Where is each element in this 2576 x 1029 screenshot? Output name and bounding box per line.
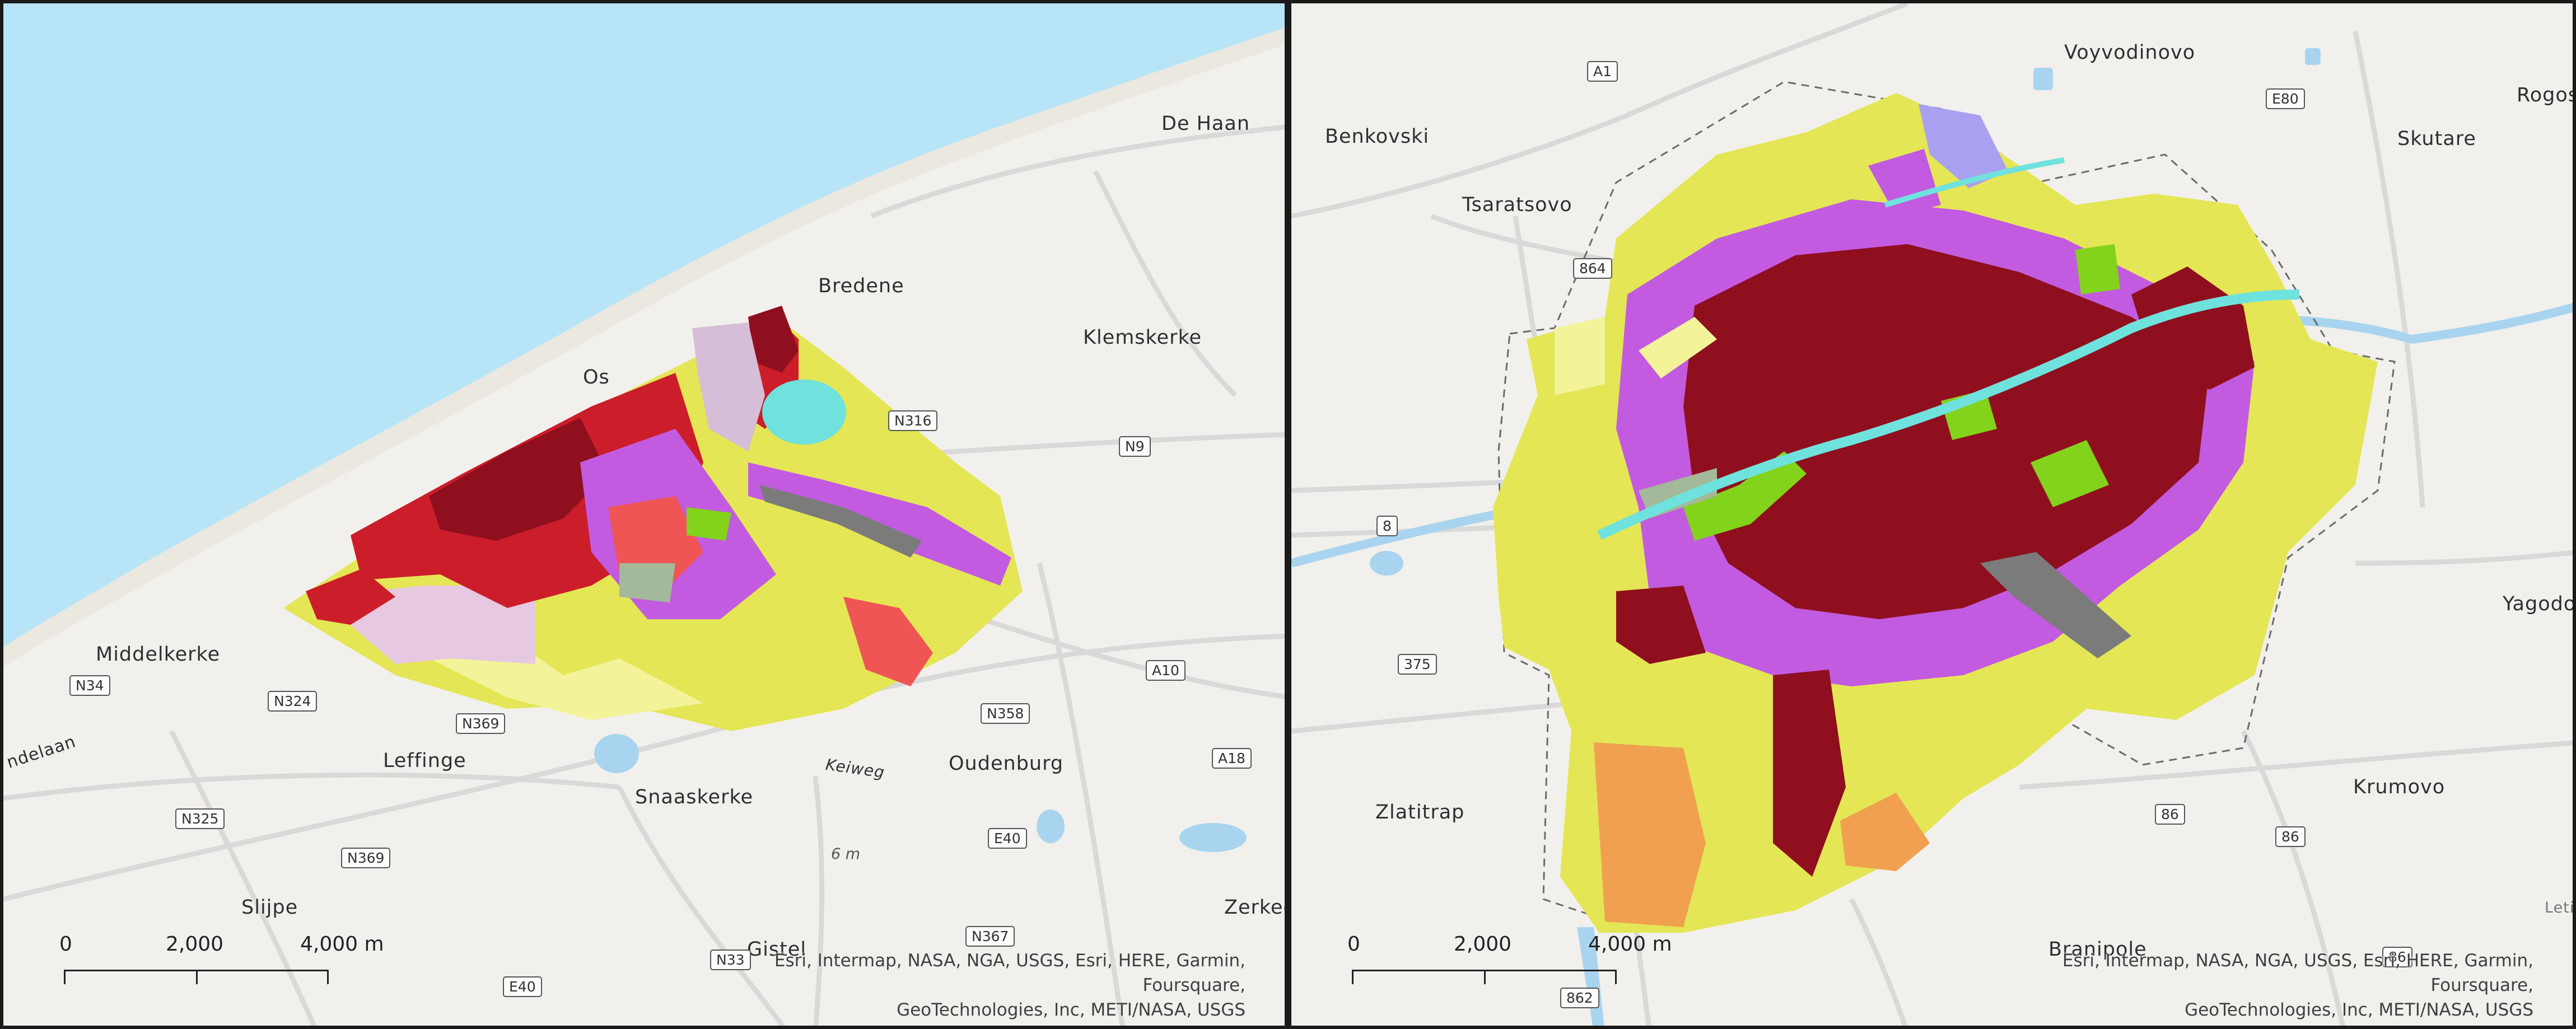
scale-label-end: 4,000 m — [300, 933, 384, 956]
map-panel-right[interactable]: Voyvodinovo Benkovski Tsaratsovo Skutare… — [1288, 0, 2576, 1029]
road-shield: E80 — [2266, 88, 2305, 109]
scale-tick — [327, 970, 329, 984]
road-shield: 86 — [2382, 947, 2412, 967]
elevation-label: 6 m — [831, 845, 861, 863]
scale-label-end: 4,000 m — [1588, 933, 1672, 956]
road-shield: N369 — [341, 848, 391, 868]
road-shield: N316 — [888, 410, 938, 431]
road-shield: 375 — [1398, 654, 1437, 675]
plovdiv-landuse — [1493, 93, 2378, 933]
place-label: De Haan — [1161, 113, 1250, 135]
place-label: Klemskerke — [1083, 326, 1202, 349]
attribution-line: GeoTechnologies, Inc, METI/NASA, USGS — [897, 1000, 1245, 1020]
place-label: Benkovski — [1325, 125, 1430, 148]
road-shield: N367 — [965, 926, 1015, 947]
scale-bar: 0 2,000 4,000 m — [1347, 933, 1672, 994]
road-shield: E40 — [988, 828, 1027, 849]
road-shield: N324 — [268, 691, 318, 712]
place-label: Tsaratsovo — [1462, 194, 1572, 216]
roads — [3, 124, 1285, 1026]
place-label: Bredene — [818, 275, 904, 297]
scale-tick — [1615, 970, 1617, 984]
place-label: Zlatitrap — [1375, 801, 1465, 824]
scale-label-mid: 2,000 — [1454, 933, 1512, 956]
place-label: Voyvodinovo — [2064, 41, 2196, 64]
road-shield: 862 — [1560, 988, 1599, 1008]
place-label: Oudenburg — [949, 752, 1064, 775]
scale-tick — [1484, 970, 1486, 984]
map-canvas-right[interactable] — [1291, 3, 2576, 1029]
road-shield: 8 — [1376, 516, 1398, 536]
road-shield: N369 — [456, 713, 506, 734]
map-attribution: Esri, Intermap, NASA, NGA, USGS, Esri, H… — [1973, 948, 2533, 1022]
place-label: Gistel — [747, 938, 807, 961]
municipal-boundary — [1497, 81, 2396, 928]
road-shield: N325 — [175, 808, 225, 829]
road-shield: N9 — [1119, 436, 1151, 457]
place-label: Branipole — [2048, 938, 2147, 961]
place-label: Leffinge — [383, 750, 466, 772]
place-label: Rogosh — [2517, 84, 2573, 106]
scale-tick — [64, 970, 66, 984]
map-canvas-left[interactable] — [3, 3, 1288, 1029]
road-shield: 86 — [2275, 826, 2306, 847]
scale-bar: 0 2,000 4,000 m — [59, 933, 384, 994]
road-shield: A10 — [1146, 660, 1186, 681]
attribution-line: GeoTechnologies, Inc, METI/NASA, USGS — [2185, 1000, 2533, 1020]
scale-label-mid: 2,000 — [166, 933, 224, 956]
place-label: Leti — [2545, 899, 2575, 916]
place-label: Os — [583, 366, 610, 389]
road-shield: A1 — [1587, 61, 1618, 82]
road-shield: 864 — [1573, 258, 1612, 279]
place-label: Krumovo — [2353, 776, 2446, 798]
place-label: Zerkeg — [1224, 896, 1285, 919]
road-shield: N34 — [69, 675, 110, 696]
road-shield: N33 — [710, 950, 751, 970]
water-bodies — [594, 589, 1247, 852]
ostend-landuse — [283, 306, 1023, 731]
scale-tick — [196, 970, 198, 984]
map-attribution: Esri, Intermap, NASA, NGA, USGS, Esri, H… — [685, 948, 1245, 1022]
road-shield: E40 — [503, 976, 542, 997]
place-label: Slijpe — [241, 896, 298, 919]
place-label: Skutare — [2397, 128, 2476, 150]
scale-tick — [1352, 970, 1354, 984]
place-label: Yagodo — [2503, 593, 2576, 615]
scale-label-zero: 0 — [1347, 933, 1360, 956]
road-shield: 86 — [2155, 804, 2185, 825]
sea — [3, 3, 1285, 647]
map-panel-left[interactable]: De Haan Bredene Os Klemskerke Middelkerk… — [0, 0, 1288, 1029]
road-shield: N358 — [981, 703, 1030, 724]
scale-label-zero: 0 — [59, 933, 72, 956]
road-shield: A18 — [1212, 748, 1252, 769]
attribution-line: Esri, Intermap, NASA, NGA, USGS, Esri, H… — [774, 951, 1245, 995]
place-label: Middelkerke — [96, 643, 221, 666]
place-label: Snaaskerke — [635, 786, 754, 808]
attribution-line: Esri, Intermap, NASA, NGA, USGS, Esri, H… — [2062, 951, 2533, 995]
